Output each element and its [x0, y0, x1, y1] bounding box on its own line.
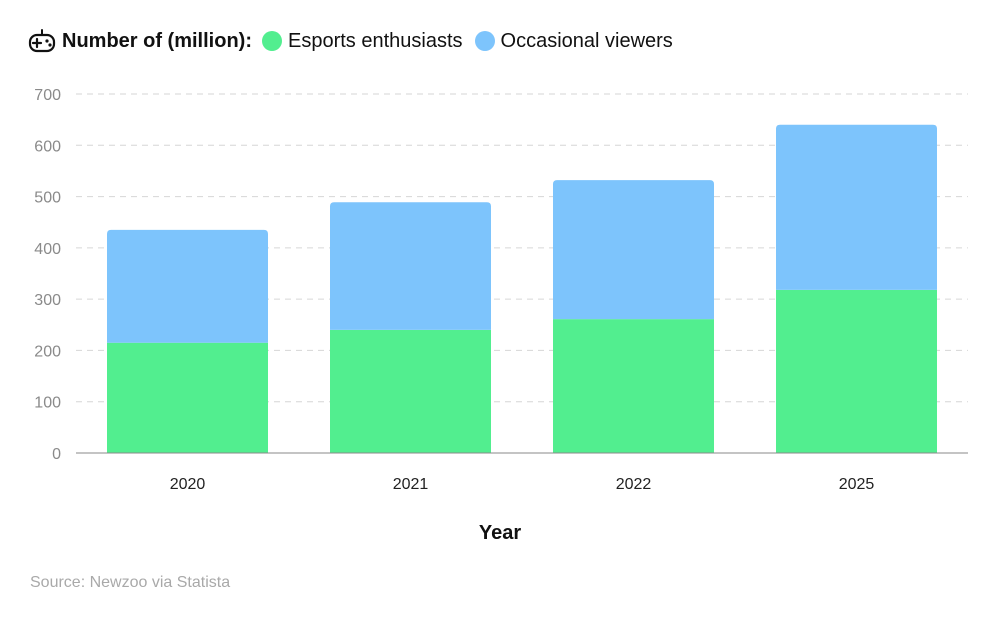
y-tick-label: 300: [34, 292, 61, 309]
legend-swatch-esports-enthusiasts: [261, 31, 282, 51]
legend: Number of (million): Esports enthusiasts…: [28, 26, 685, 56]
y-tick-label: 600: [34, 138, 61, 155]
bar-esports-enthusiasts-2022: [553, 319, 714, 453]
gamepad-icon: [28, 28, 56, 54]
y-tick-label: 700: [34, 87, 61, 104]
y-tick-label: 0: [52, 446, 61, 463]
bar-occasional-viewers-2025: [776, 124, 937, 290]
legend-swatch-occasional-viewers: [474, 31, 495, 51]
bar-occasional-viewers-2020: [107, 229, 268, 343]
legend-item-occasional-viewers: Occasional viewers: [474, 29, 673, 53]
legend-label-esports-enthusiasts: Esports enthusiasts: [287, 29, 463, 52]
x-tick-label: 2022: [616, 476, 652, 493]
x-tick-label: 2020: [170, 476, 206, 493]
x-tick-label: 2025: [839, 476, 875, 493]
legend-title: Number of (million):: [62, 29, 252, 52]
y-tick-label: 100: [34, 395, 61, 412]
y-tick-label: 500: [34, 190, 61, 207]
source-note: Source: Newzoo via Statista: [30, 574, 231, 591]
bar-esports-enthusiasts-2025: [776, 289, 937, 453]
bar-esports-enthusiasts-2021: [330, 329, 491, 453]
bar-occasional-viewers-2022: [553, 180, 714, 320]
y-tick-label: 200: [34, 343, 61, 360]
bar-esports-enthusiasts-2020: [107, 342, 268, 453]
legend-item-esports-enthusiasts: Esports enthusiasts: [261, 29, 463, 53]
x-tick-label: 2021: [393, 476, 429, 493]
x-axis-title: Year: [478, 522, 522, 544]
bar-occasional-viewers-2021: [330, 202, 491, 330]
y-tick-label: 400: [34, 241, 61, 258]
legend-label-occasional-viewers: Occasional viewers: [500, 29, 673, 52]
